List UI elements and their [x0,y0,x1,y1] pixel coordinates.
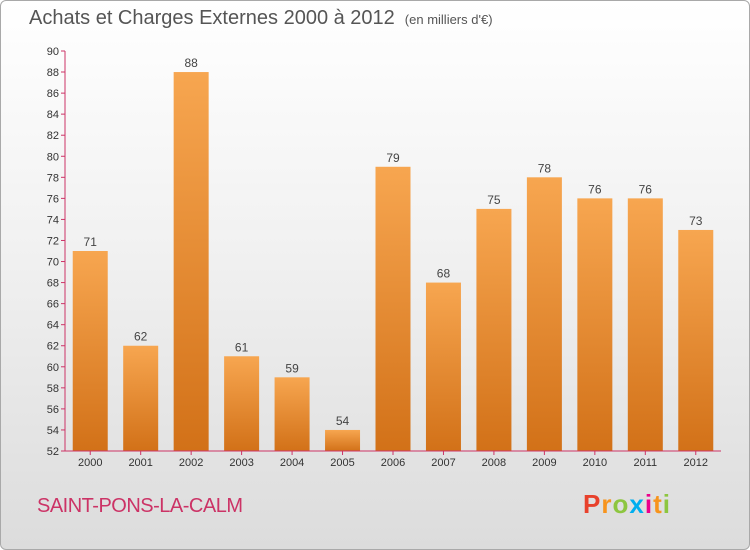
y-tick-label: 88 [47,67,59,79]
data-label: 88 [184,56,198,70]
x-tick-label: 2009 [532,457,556,469]
x-tick-label: 2003 [229,457,253,469]
bar [123,345,159,451]
y-tick-label: 60 [47,362,59,374]
data-label: 68 [437,267,451,281]
x-tick-label: 2005 [330,457,354,469]
data-label: 61 [235,340,249,354]
title-text: Achats et Charges Externes 2000 à 2012 [29,7,395,29]
logo-letter: o [612,489,630,519]
data-label: 79 [386,151,400,165]
x-tick-label: 2001 [128,457,152,469]
data-label: 54 [336,414,350,428]
data-label: 76 [588,182,602,196]
commune-name: SAINT-PONS-LA-CALM [37,495,243,517]
chart-title: Achats et Charges Externes 2000 à 2012 (e… [29,7,493,30]
bar [274,377,310,451]
data-label: 62 [134,330,148,344]
y-tick-label: 82 [47,130,59,142]
bar [577,198,613,451]
logo-letter: i [644,489,654,519]
chart-subtitle: (en milliers d'€) [404,12,493,27]
logo-letter: i [662,489,671,519]
bar [375,166,411,451]
bar [627,198,663,451]
bar [425,282,461,451]
data-label: 75 [487,193,501,207]
data-label: 59 [285,361,299,375]
y-tick-label: 80 [47,151,59,163]
y-tick-label: 70 [47,257,59,269]
bar [678,229,714,451]
data-label: 73 [689,214,703,228]
data-label: 71 [84,235,98,249]
x-tick-label: 2010 [583,457,607,469]
axes-group: 2000 2001 2002 2003 2004 2005 2006 2007 2008 2009… [47,46,721,469]
proxiti-logo: Proxiti [583,489,671,520]
bar [526,177,562,451]
data-label: 78 [538,161,552,175]
y-tick-label: 52 [47,446,59,458]
x-tick-label: 2006 [381,457,405,469]
data-label: 76 [639,182,653,196]
y-tick-label: 86 [47,88,59,100]
bar [72,251,108,451]
logo-letter: x [629,489,645,519]
logo-letter: t [653,489,663,519]
logo-letter: P [583,489,602,519]
y-tick-label: 62 [47,341,59,353]
y-tick-label: 72 [47,235,59,247]
x-tick-label: 2004 [280,457,304,469]
logo-letter: r [601,489,613,519]
y-tick-label: 76 [47,193,59,205]
y-tick-label: 66 [47,299,59,311]
y-tick-label: 56 [47,404,59,416]
x-tick-label: 2007 [431,457,455,469]
x-tick-label: 2002 [179,457,203,469]
y-tick-label: 64 [47,320,59,332]
bar [325,429,361,451]
x-tick-label: 2000 [78,457,102,469]
y-tick-label: 58 [47,383,59,395]
y-tick-label: 68 [47,278,59,290]
y-tick-label: 54 [47,425,59,437]
y-tick-label: 84 [47,109,59,121]
bar [476,208,512,451]
bar [224,356,260,451]
bars-group: 71 62 88 61 59 54 79 68 75 78 76 76 73 [72,56,714,451]
bar [173,72,209,451]
y-tick-label: 78 [47,172,59,184]
x-tick-label: 2012 [684,457,708,469]
y-tick-label: 90 [47,46,59,58]
x-tick-label: 2011 [633,457,657,469]
y-tick-label: 74 [47,214,59,226]
x-tick-label: 2008 [482,457,506,469]
